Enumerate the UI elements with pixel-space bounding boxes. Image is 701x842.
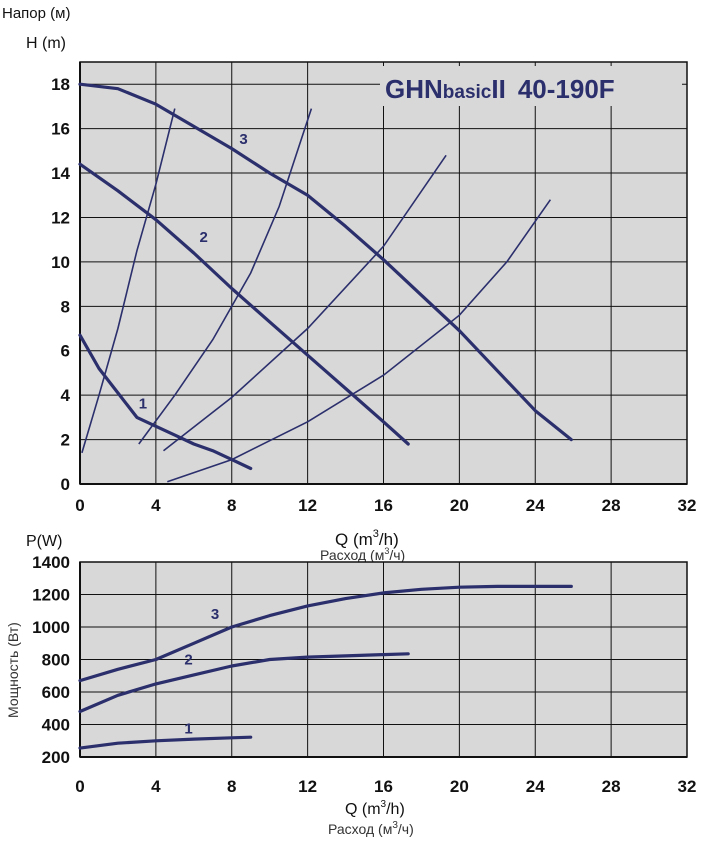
- curve-speed-3: [78, 584, 573, 683]
- head-y-ticks: 0 2 4 6 8 10 12 14 16 18: [51, 75, 70, 494]
- model-title-model: 40-190F: [518, 74, 615, 104]
- head-x-axis-title-ru-base: Расход (м: [320, 547, 384, 563]
- power-x-axis-title-tail: /h): [386, 801, 405, 818]
- power-x-axis-title: Q (m3/h): [345, 799, 405, 818]
- model-title-brand: GHN: [385, 74, 443, 104]
- curve-label-1: 1: [184, 720, 192, 737]
- y-tick-label: 1200: [32, 586, 70, 605]
- curve-speed-3: [78, 82, 573, 442]
- x-tick-label: 0: [75, 496, 84, 515]
- y-tick-label: 1400: [32, 553, 70, 572]
- x-tick-label: 8: [227, 777, 236, 796]
- curve-label-1: 1: [139, 395, 147, 412]
- x-tick-label: 20: [450, 777, 469, 796]
- curve-label-2: 2: [200, 229, 208, 246]
- curve-label-3: 3: [211, 606, 219, 623]
- model-title: GHNbasicII 40-190F: [385, 74, 615, 104]
- curve-speed-2: [78, 162, 410, 446]
- x-tick-label: 12: [298, 777, 317, 796]
- power-x-axis-title-ru: Расход (м3/ч): [328, 820, 414, 837]
- power-grid: [79, 561, 688, 758]
- y-tick-label: 600: [42, 683, 70, 702]
- y-tick-label: 800: [42, 651, 70, 670]
- head-axis-title-ru: Напор (м): [2, 5, 70, 22]
- head-x-axis-title-ru: Расход (м3/ч): [320, 546, 405, 563]
- y-tick-label: 0: [61, 475, 70, 494]
- plot-frame: [79, 561, 688, 758]
- y-tick-label: 200: [42, 748, 70, 767]
- head-x-axis-title-base: Q (m: [335, 530, 373, 549]
- model-title-numeral: II: [491, 74, 505, 104]
- model-title-box: [380, 66, 682, 106]
- head-x-axis-title-ru-tail: /ч): [389, 547, 405, 563]
- plot-frame: [79, 61, 688, 485]
- y-tick-label: 18: [51, 75, 70, 94]
- power-x-ticks: 0 4 8 12 16 20 24 28 32: [75, 777, 696, 796]
- x-tick-label: 12: [298, 496, 317, 515]
- power-x-axis-title-ru-sup: 3: [392, 820, 398, 831]
- x-tick-label: 28: [602, 496, 621, 515]
- y-tick-label: 10: [51, 253, 70, 272]
- head-x-axis-title-tail: /h): [379, 530, 399, 549]
- x-tick-label: 4: [151, 777, 161, 796]
- head-x-ticks: 0 4 8 12 16 20 24 28 32: [75, 496, 696, 515]
- y-tick-label: 2: [61, 431, 70, 450]
- head-curves: 1 2 3: [78, 82, 573, 471]
- curve-label-3: 3: [239, 131, 247, 148]
- x-tick-label: 32: [678, 777, 697, 796]
- curve-speed-1: [78, 735, 253, 750]
- power-curves: 1 2 3: [78, 584, 573, 750]
- power-x-axis-title-ru-tail: /ч): [398, 821, 414, 837]
- y-tick-label: 1000: [32, 618, 70, 637]
- x-tick-label: 24: [526, 496, 545, 515]
- power-x-axis-title-sup: 3: [381, 799, 387, 810]
- system-curve-line: [81, 108, 176, 454]
- x-tick-label: 24: [526, 777, 545, 796]
- model-title-suffix: basic: [443, 82, 492, 103]
- x-tick-label: 4: [151, 496, 161, 515]
- system-curve-line: [163, 154, 447, 452]
- x-tick-label: 20: [450, 496, 469, 515]
- y-tick-label: 14: [51, 164, 70, 183]
- x-tick-label: 8: [227, 496, 236, 515]
- y-tick-label: 6: [61, 342, 70, 361]
- y-tick-label: 16: [51, 120, 70, 139]
- head-x-axis-title-ru-sup: 3: [384, 546, 389, 556]
- power-axis-title-ru: Мощность (Вт): [5, 622, 21, 718]
- y-tick-label: 12: [51, 208, 70, 227]
- power-y-ticks: 200 400 600 800 1000 1200 1400: [32, 553, 70, 767]
- head-axis-title: H (m): [26, 35, 66, 52]
- system-curve-line: [138, 108, 313, 445]
- curve-speed-2: [78, 652, 410, 714]
- curve-speed-1: [78, 333, 253, 471]
- power-axis-title: P(W): [26, 533, 62, 550]
- head-x-axis-title-sup: 3: [373, 528, 379, 540]
- x-tick-label: 28: [602, 777, 621, 796]
- x-tick-label: 32: [678, 496, 697, 515]
- power-x-axis-title-ru-base: Расход (м: [328, 821, 392, 837]
- x-tick-label: 16: [374, 496, 393, 515]
- power-x-axis-title-base: Q (m: [345, 801, 381, 818]
- y-tick-label: 400: [42, 716, 70, 735]
- y-tick-label: 4: [61, 386, 71, 405]
- head-x-axis-title: Q (m3/h): [335, 528, 399, 549]
- x-tick-label: 0: [75, 777, 84, 796]
- y-tick-label: 8: [61, 297, 70, 316]
- curve-label-2: 2: [184, 651, 192, 668]
- x-tick-label: 16: [374, 777, 393, 796]
